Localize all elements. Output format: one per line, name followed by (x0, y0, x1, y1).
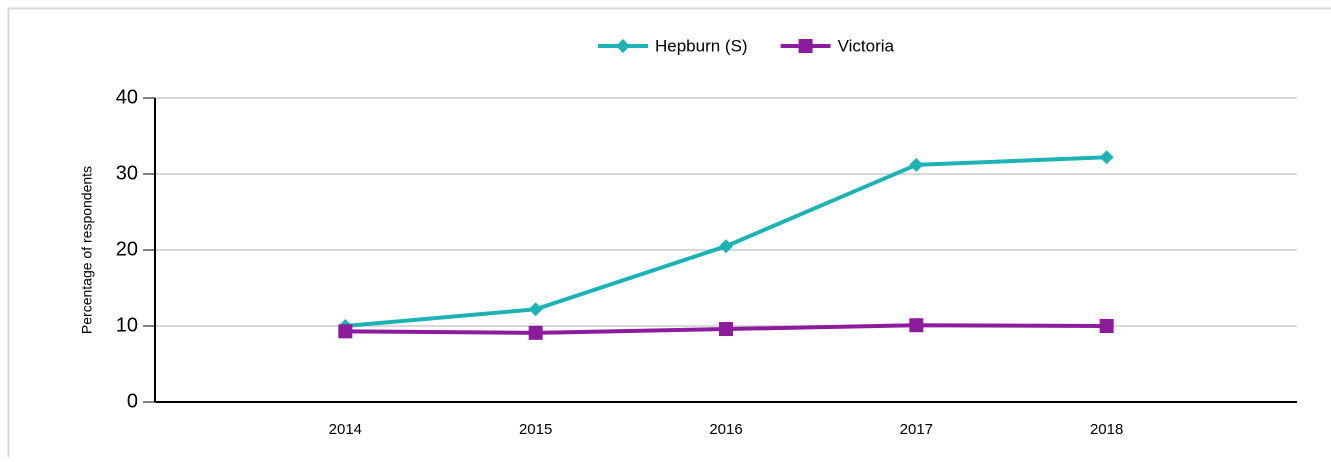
legend-marker (616, 39, 630, 53)
frame (9, 9, 1331, 458)
point (1100, 319, 1114, 333)
legend-item: Victoria (781, 36, 895, 55)
point (1100, 150, 1114, 164)
y-tick-label: 0 (127, 390, 138, 412)
legend: Hepburn (S) Victoria (598, 36, 895, 55)
y-tick-label: 40 (116, 86, 138, 108)
point (909, 318, 923, 332)
legend-item: Hepburn (S) (598, 36, 748, 55)
point (529, 326, 543, 340)
legend-label: Victoria (838, 36, 895, 55)
point (719, 239, 733, 253)
legend-marker (799, 39, 813, 53)
x-tick-label: 2018 (1090, 421, 1123, 438)
point (909, 158, 923, 172)
point (338, 324, 352, 338)
x-tick-label: 2017 (900, 421, 933, 438)
legend-label: Hepburn (S) (655, 36, 748, 55)
y-tick-label: 10 (116, 314, 138, 336)
x-tick-label: 2014 (329, 421, 362, 438)
series (338, 150, 1113, 333)
x-tick-label: 2015 (519, 421, 552, 438)
series (338, 318, 1113, 340)
point (529, 302, 543, 316)
point (719, 322, 733, 336)
y-tick-label: 20 (116, 238, 138, 260)
y-axis-label: Percentage of respondents (79, 166, 95, 334)
y-tick-label: 30 (116, 162, 138, 184)
x-tick-label: 2016 (709, 421, 742, 438)
